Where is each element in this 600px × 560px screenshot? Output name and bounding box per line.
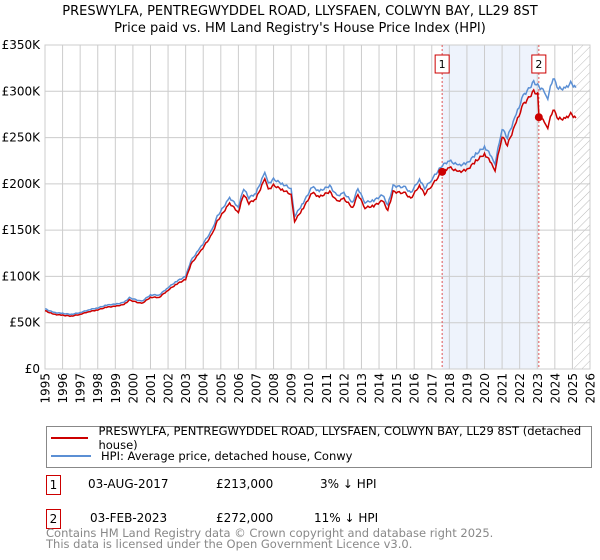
plot-frame (44, 44, 591, 370)
x-tick-label: 2006 (232, 373, 246, 404)
legend: PRESWYLFA, PENTREGWYDDEL ROAD, LLYSFAEN,… (46, 424, 592, 468)
sale-period-shade (442, 45, 539, 369)
sale-hpi-diff: 3% ↓ HPI (320, 477, 377, 491)
x-tick-label: 2011 (320, 373, 334, 404)
y-tick-label: £50K (9, 316, 41, 330)
forecast-hatch (574, 45, 590, 369)
property-price-line (44, 88, 577, 318)
y-tick-label: £100K (2, 269, 42, 283)
chart-subtitle: Price paid vs. HM Land Registry's House … (114, 21, 486, 36)
legend-swatch (51, 455, 91, 457)
x-tick-label: 1999 (109, 373, 123, 404)
x-tick-label: 2024 (548, 373, 562, 404)
chart-title: PRESWYLFA, PENTREGWYDDEL ROAD, LLYSFAEN,… (62, 4, 538, 19)
x-tick-label: 2014 (373, 373, 387, 404)
legend-swatch (51, 437, 89, 439)
sale-label: 2 (535, 58, 542, 71)
sale-hpi-diff: 11% ↓ HPI (314, 511, 379, 525)
sale-price: £272,000 (216, 511, 274, 525)
x-tick-label: 2026 (584, 373, 598, 404)
sale-marker: 2 (46, 509, 61, 529)
y-tick-label: £0 (25, 362, 40, 376)
x-tick-label: 2020 (478, 373, 492, 404)
x-tick-label: 2017 (425, 373, 439, 404)
y-tick-label: £200K (2, 177, 42, 191)
x-tick-label: 2009 (285, 373, 299, 404)
sale-label: 1 (439, 58, 446, 71)
x-tick-label: 2002 (162, 373, 176, 404)
x-tick-label: 2021 (496, 373, 510, 404)
sale-marker: 1 (46, 475, 61, 495)
x-tick-label: 2015 (390, 373, 404, 404)
x-tick-label: 2000 (126, 373, 140, 404)
sale-point (438, 167, 447, 176)
x-tick-label: 2003 (179, 373, 193, 404)
x-tick-label: 2016 (408, 373, 422, 404)
x-tick-label: 2025 (566, 373, 580, 404)
x-tick-label: 2013 (355, 373, 369, 404)
x-tick-label: 2007 (249, 373, 263, 404)
y-tick-label: £150K (2, 223, 42, 237)
y-tick-label: £250K (2, 131, 42, 145)
legend-item-property: PRESWYLFA, PENTREGWYDDEL ROAD, LLYSFAEN,… (51, 424, 591, 452)
footer-line: This data is licensed under the Open Gov… (46, 537, 413, 551)
x-tick-label: 1997 (74, 373, 88, 404)
sale-date: 03-FEB-2023 (90, 511, 168, 525)
x-tick-label: 2023 (531, 373, 545, 404)
sale-price: £213,000 (216, 477, 274, 491)
x-tick-label: 2010 (302, 373, 316, 404)
x-tick-label: 2022 (513, 373, 527, 404)
x-tick-label: 1998 (91, 373, 105, 404)
x-tick-label: 2019 (460, 373, 474, 404)
legend-label: HPI: Average price, detached house, Conw… (101, 449, 353, 463)
sale-label-box (434, 54, 450, 74)
x-tick-label: 2012 (337, 373, 351, 404)
x-tick-label: 2008 (267, 373, 281, 404)
x-tick-label: 2018 (443, 373, 457, 404)
sale-label-box (531, 54, 547, 74)
y-tick-label: £350K (2, 38, 42, 52)
sale-point (534, 113, 543, 122)
sale-row-1: 1 03-AUG-2017 £213,000 3% ↓ HPI (46, 475, 546, 495)
plot: 1995 1996 1997 1998 1999 2000 2001 2002 2003 2004… (2, 38, 598, 404)
x-tick-label: 1996 (56, 373, 70, 404)
legend-item-hpi: HPI: Average price, detached house, Conw… (51, 448, 352, 464)
legend-label: PRESWYLFA, PENTREGWYDDEL ROAD, LLYSFAEN,… (98, 424, 582, 452)
footer: Contains HM Land Registry data © Crown c… (46, 526, 494, 551)
hpi-line (44, 78, 577, 316)
x-tick-label: 2005 (214, 373, 228, 404)
footer-line: Contains HM Land Registry data © Crown c… (46, 526, 494, 540)
x-tick-label: 2004 (197, 373, 211, 404)
x-tick-label: 2001 (144, 373, 158, 404)
sale-date: 03-AUG-2017 (88, 477, 169, 491)
x-tick-label: 1995 (39, 373, 53, 404)
sale-row-2: 2 03-FEB-2023 £272,000 11% ↓ HPI (46, 509, 546, 529)
y-tick-label: £300K (2, 84, 42, 98)
